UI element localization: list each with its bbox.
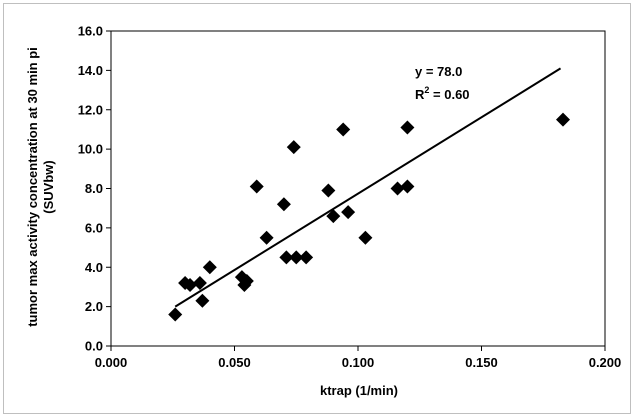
- data-point: [259, 230, 274, 245]
- data-point: [279, 250, 294, 265]
- data-point: [289, 250, 304, 265]
- x-axis-title: ktrap (1/min): [320, 383, 398, 398]
- data-point: [336, 122, 351, 137]
- y-axis-title-line2: (SUVbw): [41, 160, 56, 213]
- data-point: [249, 179, 264, 194]
- y-axis-ticks: 0.0 2.0 4.0 6.0 8.0 10.0 12.0 14.0 16.0: [78, 24, 111, 354]
- y-axis-title: tumor max activity concentration at 30 m…: [25, 47, 56, 327]
- data-point: [400, 179, 415, 194]
- y-tick-label: 10.0: [78, 142, 103, 157]
- x-tick-label: 0.200: [589, 355, 622, 370]
- x-tick-label: 0.150: [465, 355, 498, 370]
- data-point: [326, 209, 341, 224]
- x-tick-label: 0.000: [95, 355, 128, 370]
- data-point: [192, 276, 207, 290]
- trendline: [174, 67, 562, 308]
- data-point: [276, 197, 291, 212]
- data-point: [195, 293, 210, 308]
- data-point: [286, 140, 301, 155]
- y-tick-label: 0.0: [85, 339, 103, 354]
- x-tick-label: 0.050: [218, 355, 251, 370]
- x-tick-label: 0.100: [342, 355, 375, 370]
- y-tick-label: 8.0: [85, 181, 103, 196]
- r-squared-label: R2 = 0.60: [415, 85, 470, 102]
- plot-area: [110, 30, 606, 347]
- data-point: [168, 307, 183, 322]
- y-tick-label: 6.0: [85, 220, 103, 235]
- plot-border: [110, 30, 606, 347]
- y-axis-title-line1: tumor max activity concentration at 30 m…: [25, 47, 40, 327]
- data-point: [299, 250, 314, 265]
- data-points: [168, 112, 571, 322]
- data-point: [321, 183, 336, 198]
- y-tick-label: 12.0: [78, 102, 103, 117]
- r-squared-exponent: 2: [424, 85, 429, 95]
- y-tick-label: 2.0: [85, 299, 103, 314]
- data-point: [341, 205, 356, 220]
- data-point: [400, 120, 415, 135]
- data-point: [390, 181, 405, 196]
- y-tick-label: 16.0: [78, 24, 103, 39]
- y-tick-label: 4.0: [85, 260, 103, 275]
- regression-equation: y = 78.0: [415, 64, 462, 79]
- data-point: [239, 274, 254, 289]
- data-point: [556, 112, 571, 127]
- data-point: [202, 260, 217, 275]
- x-axis-ticks: 0.000 0.050 0.100 0.150 0.200: [95, 346, 622, 370]
- data-point: [358, 230, 373, 245]
- r-squared-prefix: R: [415, 87, 425, 102]
- r-squared-value: = 0.60: [429, 87, 469, 102]
- data-point: [183, 277, 198, 292]
- y-tick-label: 14.0: [78, 63, 103, 78]
